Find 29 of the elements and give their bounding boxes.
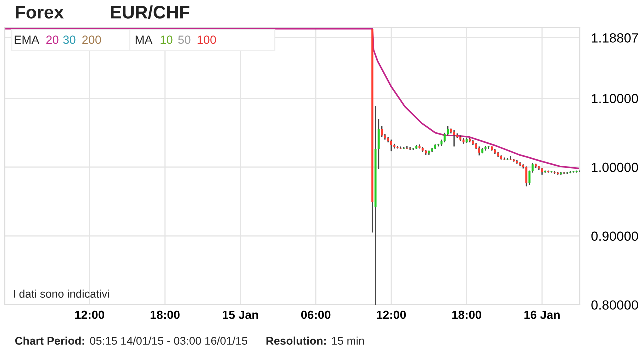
annotation: I dati sono indicativi: [14, 290, 110, 298]
annotation: EMA: [14, 36, 40, 44]
annotation: MA: [136, 36, 153, 44]
candlestick: [390, 139, 392, 152]
annotation: 20: [46, 36, 59, 44]
y-tick-label: 0.80000: [592, 300, 638, 310]
annotation: 100: [198, 36, 216, 44]
x-tick-label: 15 Jan: [223, 310, 258, 320]
x-tick-label: 12:00: [377, 310, 406, 320]
x-tick-label: 18:00: [452, 310, 482, 320]
chart-title: Forex: [16, 6, 64, 19]
y-tick-label: 1.10000: [592, 94, 638, 104]
annotation: 200: [82, 36, 102, 44]
text: Resolution: 15 min: [266, 336, 364, 345]
chart-subtitle: EUR/CHF: [111, 6, 190, 20]
text: Chart Period: 05:15 14/01/15 - 03:00 16/01/15: [15, 336, 248, 345]
y-tick-label: 1.18807: [592, 34, 638, 43]
x-tick-label: 16 Jan: [524, 310, 560, 320]
candlestick: [453, 130, 456, 148]
x-tick-label: 12:00: [75, 310, 104, 320]
y-tick-label: 0.90000: [592, 232, 638, 242]
annotation: 50: [178, 36, 191, 44]
annotation: 30: [63, 36, 76, 44]
x-tick-label: 06:00: [301, 310, 331, 320]
x-tick-label: 18:00: [150, 310, 180, 320]
candlestick: [526, 166, 528, 188]
annotation: 10: [160, 36, 173, 44]
candlestick: [381, 125, 384, 138]
y-tick-label: 1.00000: [592, 162, 638, 172]
